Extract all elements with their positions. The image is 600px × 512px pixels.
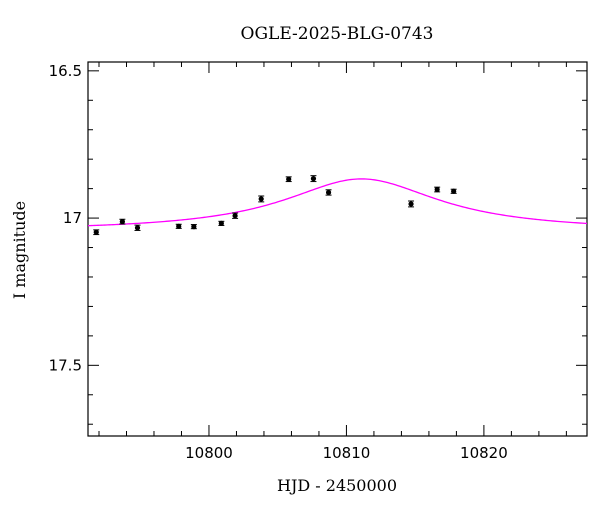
data-point	[434, 186, 440, 193]
x-tick-label: 10820	[460, 444, 508, 462]
data-point	[310, 176, 317, 182]
y-tick-label: 17	[63, 209, 82, 227]
model-curve	[87, 178, 588, 227]
data-point	[176, 223, 182, 229]
data-point	[451, 188, 457, 194]
data-point	[93, 229, 99, 235]
data-point	[232, 213, 238, 219]
data-point	[325, 189, 332, 196]
y-tick-label: 16.5	[49, 62, 82, 80]
chart-title: OGLE-2025-BLG-0743	[241, 24, 434, 44]
y-axis-label: I magnitude	[10, 201, 29, 299]
x-tick-label: 10800	[185, 444, 233, 462]
data-point	[191, 224, 197, 230]
data-point	[134, 225, 141, 231]
data-points	[93, 175, 457, 236]
x-tick-label: 10810	[323, 444, 371, 462]
x-axis-label: HJD - 2450000	[277, 476, 397, 495]
plot-frame	[87, 61, 588, 437]
data-point	[408, 201, 414, 207]
data-point	[218, 220, 224, 226]
axis-ticks	[88, 62, 587, 436]
axis-tick-labels: 10800 10810 10820 16.5 17 17.5	[49, 62, 508, 462]
data-point	[258, 196, 264, 202]
data-point	[286, 176, 292, 182]
data-point	[119, 219, 125, 225]
y-tick-label: 17.5	[49, 356, 82, 374]
plot-area: 10800 10810 10820 16.5 17 17.5	[49, 61, 588, 462]
